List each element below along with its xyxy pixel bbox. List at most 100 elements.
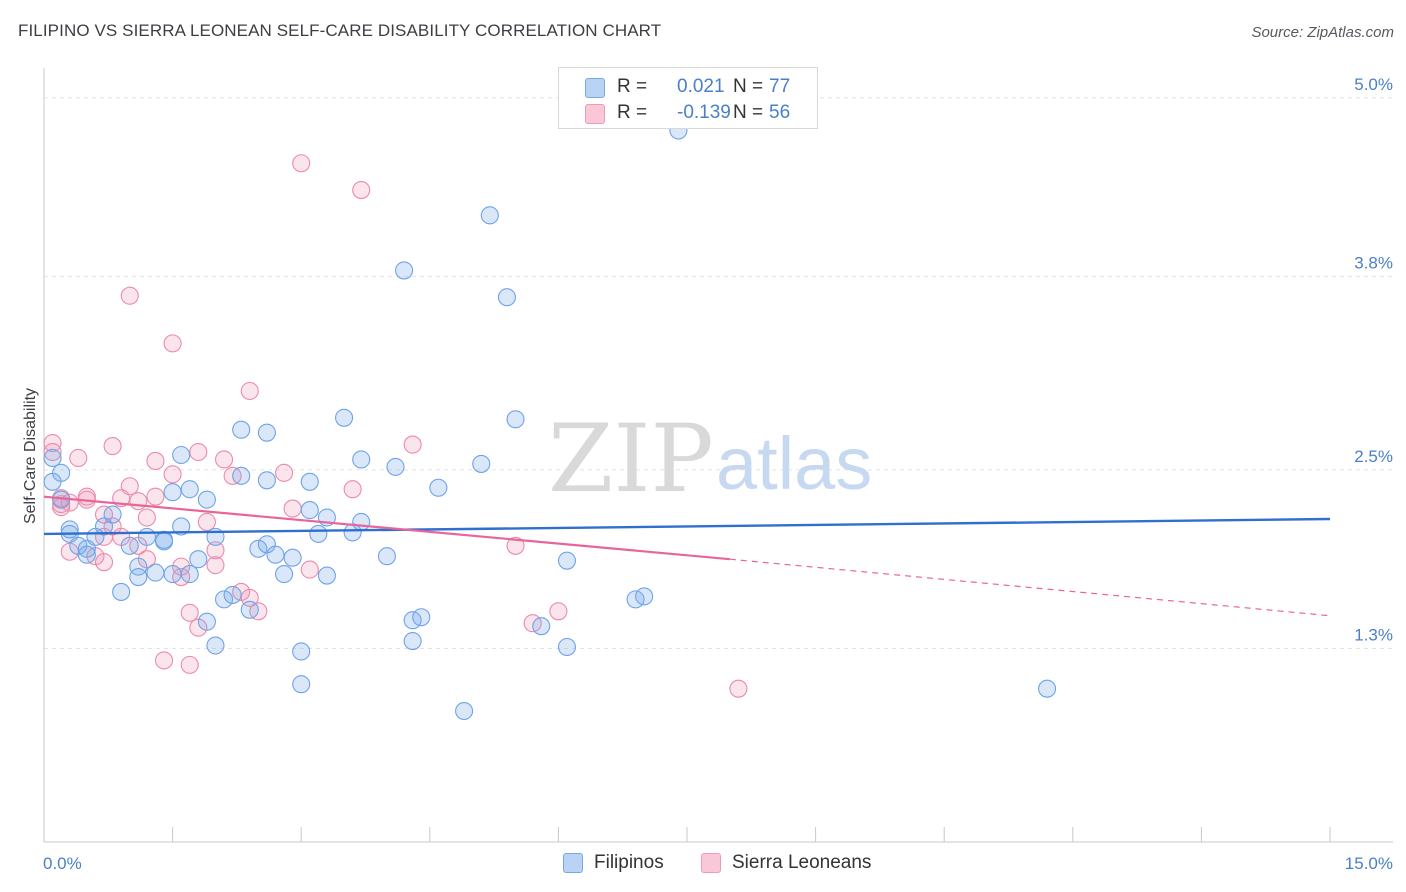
data-point: [283, 499, 302, 518]
data-point: [729, 679, 748, 698]
data-point: [146, 563, 165, 582]
data-point: [506, 536, 525, 555]
legend-swatch-blue: [585, 78, 605, 98]
data-point: [635, 587, 654, 606]
y-tick-labels: 1.3% 2.5% 3.8% 5.0%: [1354, 75, 1393, 645]
data-point: [549, 602, 568, 621]
data-point: [137, 508, 156, 527]
data-point: [197, 490, 216, 509]
data-point: [412, 608, 431, 627]
data-point: [103, 505, 122, 524]
data-point: [120, 536, 139, 555]
data-point: [1038, 679, 1057, 698]
data-point: [189, 442, 208, 462]
data-point: [137, 527, 156, 546]
chart-source: Source: ZipAtlas.com: [1251, 24, 1394, 41]
data-point: [154, 651, 174, 670]
data-point: [275, 463, 294, 482]
data-point: [52, 463, 71, 482]
data-point: [180, 603, 199, 622]
watermark: ZIP atlas: [548, 405, 872, 514]
y-tick-label: 5.0%: [1354, 75, 1393, 94]
bottom-legend-swatch-pink: [701, 853, 721, 873]
data-point: [352, 512, 371, 532]
data-point: [163, 465, 182, 484]
data-point: [172, 517, 191, 536]
legend-n-label: N =: [733, 76, 764, 97]
data-point: [43, 442, 62, 462]
data-point: [257, 471, 276, 490]
data-point: [257, 423, 276, 442]
bottom-legend-label: Filipinos: [594, 852, 664, 873]
data-point: [154, 530, 174, 549]
data-point: [180, 480, 199, 499]
data-point: [197, 612, 216, 631]
watermark-zip: ZIP: [548, 405, 714, 514]
data-point: [317, 566, 336, 585]
data-point: [146, 487, 165, 506]
trend-line-sierra-leoneans: [43, 495, 730, 561]
stats-legend: R = 0.021 N = 77 R = -0.139 N = 56: [558, 67, 818, 129]
data-point: [240, 600, 259, 619]
trend-line-filipinos: [43, 517, 1331, 536]
data-point: [163, 565, 182, 584]
data-point: [206, 556, 225, 575]
data-point: [94, 553, 114, 572]
data-point: [206, 541, 225, 560]
data-point: [352, 181, 371, 200]
data-point: [377, 547, 396, 566]
legend-n-value: 77: [769, 76, 791, 97]
legend-r-value: -0.139: [677, 102, 731, 123]
data-point: [343, 480, 362, 499]
data-point: [232, 466, 251, 485]
legend-n-value: 56: [769, 102, 791, 123]
data-point: [403, 435, 422, 454]
data-point: [557, 637, 577, 657]
data-point: [249, 539, 268, 558]
data-point: [335, 408, 354, 427]
data-point: [455, 701, 474, 721]
legend-swatch-pink: [585, 104, 605, 124]
data-point: [232, 420, 251, 439]
data-point: [275, 565, 294, 584]
data-point: [120, 286, 139, 305]
data-point: [429, 478, 448, 497]
data-point: [129, 568, 148, 587]
data-point: [197, 512, 216, 532]
trend-lines: [43, 495, 1331, 617]
data-point: [300, 501, 319, 520]
data-point: [103, 437, 122, 456]
data-point: [506, 410, 525, 429]
data-point: [240, 381, 259, 401]
data-point: [497, 288, 517, 307]
gridlines: [44, 97, 1393, 649]
data-point: [472, 454, 491, 473]
data-point: [77, 545, 96, 564]
data-point: [266, 545, 285, 564]
chart-title: FILIPINO VS SIERRA LEONEAN SELF-CARE DIS…: [18, 21, 662, 40]
legend-r-label: R =: [617, 102, 648, 123]
data-point: [146, 451, 165, 471]
data-point: [120, 477, 139, 496]
y-tick-label: 1.3%: [1354, 626, 1393, 645]
data-point: [163, 334, 182, 353]
data-point: [69, 448, 88, 468]
legend-r-label: R =: [617, 76, 648, 97]
data-point: [214, 590, 234, 609]
data-point: [129, 557, 148, 576]
data-point: [403, 632, 422, 651]
data-point: [180, 565, 199, 584]
data-point: [300, 472, 319, 491]
trend-line-sierra-leoneans-extension: [729, 558, 1331, 617]
data-point: [112, 582, 131, 601]
data-point: [532, 617, 551, 636]
data-point: [386, 457, 405, 476]
data-point: [557, 551, 577, 570]
data-point: [129, 492, 148, 511]
y-axis-label: Self-Care Disability: [22, 388, 39, 524]
data-point: [214, 450, 234, 469]
x-tick-label-max: 15.0%: [1345, 854, 1393, 873]
y-tick-label: 2.5%: [1354, 447, 1393, 466]
bottom-legend-label: Sierra Leoneans: [732, 852, 872, 873]
